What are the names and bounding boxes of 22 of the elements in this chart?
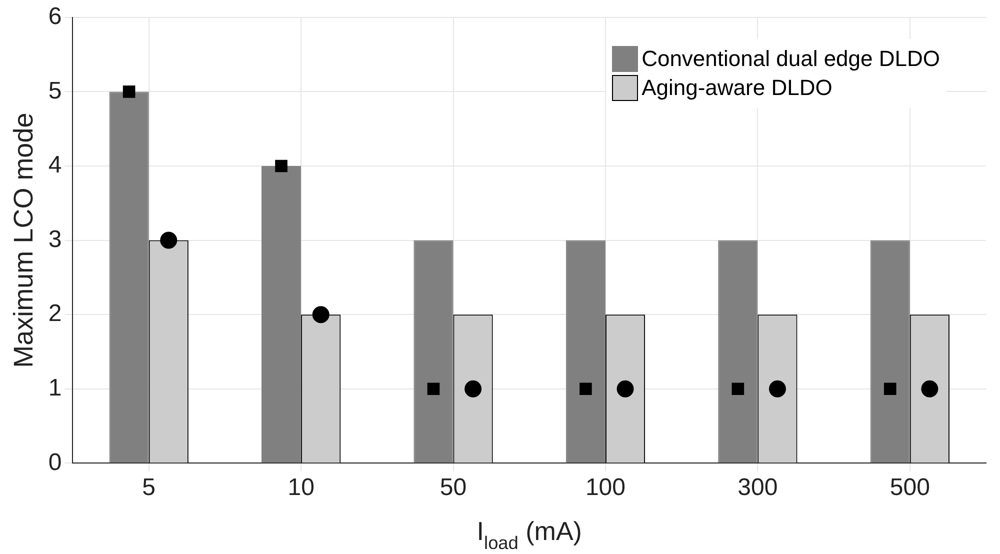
y-tick-label: 2 [48,300,62,328]
bar [718,240,758,463]
legend-label: Conventional dual edge DLDO [642,46,940,72]
x-tick-label: 10 [288,474,314,502]
bar [261,166,302,463]
bar [566,240,606,463]
y-tick-label: 1 [48,374,62,402]
x-tick-label: 50 [440,474,467,502]
y-tick-label: 6 [48,3,62,30]
x-tick-label: 500 [890,474,930,502]
y-tick-label: 4 [48,152,62,179]
legend-label: Aging-aware DLDO [642,75,832,102]
y-tick-label: 3 [48,226,62,253]
y-tick-label: 5 [48,77,62,104]
x-tick-label: 100 [585,474,626,502]
bar [414,240,454,463]
x-tick-label: 300 [738,474,778,502]
x-tick-label: 5 [142,474,156,502]
y-tick-label: 0 [48,448,62,476]
bar [870,240,910,463]
bar [109,92,149,463]
y-axis-title: Maximum LCO mode [8,112,39,368]
